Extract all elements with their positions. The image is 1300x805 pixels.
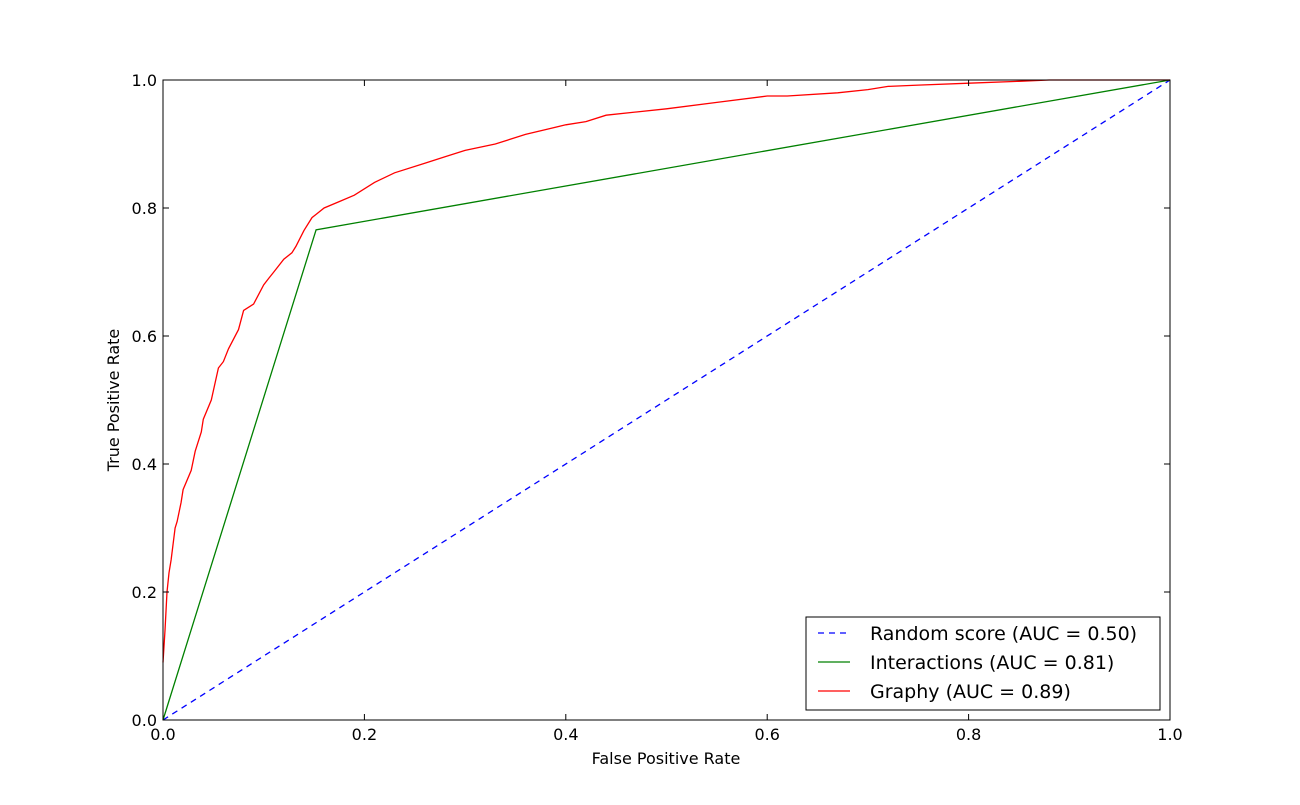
legend-label-0: Random score (AUC = 0.50) (870, 623, 1137, 645)
y-axis-label: True Positive Rate (104, 329, 123, 473)
series-layer (162, 79, 1171, 721)
x-axis-label: False Positive Rate (592, 749, 741, 768)
y-tick-label: 0.4 (132, 455, 157, 474)
x-tick-label: 0.0 (150, 725, 175, 744)
x-tick-label: 0.6 (754, 725, 779, 744)
ticks-layer: 0.0 0.2 0.4 0.6 0.8 1.0 0.0 0.2 0.4 0.6 0.8 1.0 (132, 71, 1183, 744)
x-tick-label: 0.2 (352, 725, 377, 744)
y-tick-label: 0.6 (132, 327, 157, 346)
plot-frame (162, 79, 1171, 721)
series-line-1 (162, 79, 1171, 721)
legend-box (805, 616, 1161, 711)
x-tick-label: 0.4 (553, 725, 578, 744)
y-tick-label: 0.0 (132, 711, 157, 730)
legend: Random score (AUC = 0.50) Interactions (A… (805, 616, 1161, 711)
series-line-0 (162, 79, 1171, 721)
legend-label-1: Interactions (AUC = 0.81) (870, 652, 1114, 674)
x-tick-label: 1.0 (1157, 725, 1182, 744)
x-tick-label: 0.8 (956, 725, 981, 744)
y-tick-label: 0.8 (132, 199, 157, 218)
series-line-2 (162, 79, 1170, 663)
legend-label-2: Graphy (AUC = 0.89) (870, 681, 1071, 703)
y-tick-label: 1.0 (132, 71, 157, 90)
y-tick-label: 0.2 (132, 583, 157, 602)
